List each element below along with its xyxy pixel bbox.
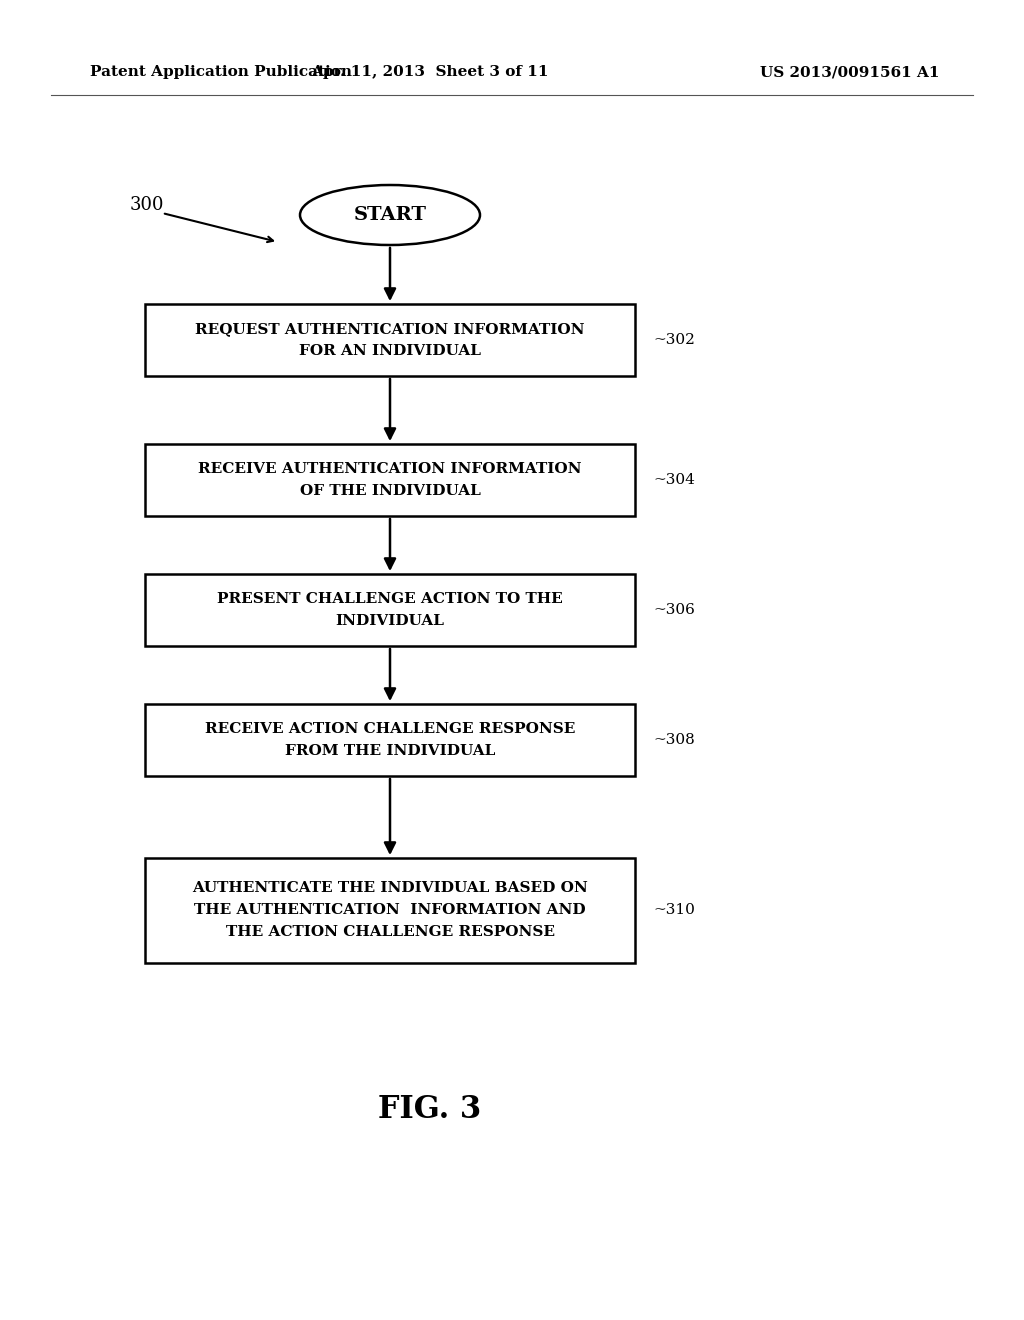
Bar bbox=[145, 704, 635, 776]
Text: US 2013/0091561 A1: US 2013/0091561 A1 bbox=[761, 65, 940, 79]
Text: ~308: ~308 bbox=[653, 733, 694, 747]
Text: Apr. 11, 2013  Sheet 3 of 11: Apr. 11, 2013 Sheet 3 of 11 bbox=[311, 65, 549, 79]
Text: RECEIVE ACTION CHALLENGE RESPONSE: RECEIVE ACTION CHALLENGE RESPONSE bbox=[205, 722, 575, 737]
Text: 300: 300 bbox=[130, 195, 165, 214]
Text: START: START bbox=[353, 206, 427, 224]
Text: FOR AN INDIVIDUAL: FOR AN INDIVIDUAL bbox=[299, 345, 481, 358]
Bar bbox=[145, 304, 635, 376]
Text: ~310: ~310 bbox=[653, 903, 695, 917]
Text: RECEIVE AUTHENTICATION INFORMATION: RECEIVE AUTHENTICATION INFORMATION bbox=[199, 462, 582, 477]
Bar bbox=[145, 574, 635, 645]
Text: OF THE INDIVIDUAL: OF THE INDIVIDUAL bbox=[300, 484, 480, 498]
Bar bbox=[145, 858, 635, 964]
Text: THE ACTION CHALLENGE RESPONSE: THE ACTION CHALLENGE RESPONSE bbox=[225, 925, 555, 939]
Text: INDIVIDUAL: INDIVIDUAL bbox=[336, 614, 444, 628]
Text: REQUEST AUTHENTICATION INFORMATION: REQUEST AUTHENTICATION INFORMATION bbox=[196, 322, 585, 337]
Text: THE AUTHENTICATION  INFORMATION AND: THE AUTHENTICATION INFORMATION AND bbox=[195, 903, 586, 917]
Text: ~306: ~306 bbox=[653, 603, 695, 616]
Text: ~302: ~302 bbox=[653, 333, 695, 347]
Text: FIG. 3: FIG. 3 bbox=[379, 1094, 481, 1126]
Text: AUTHENTICATE THE INDIVIDUAL BASED ON: AUTHENTICATE THE INDIVIDUAL BASED ON bbox=[193, 880, 588, 895]
Text: FROM THE INDIVIDUAL: FROM THE INDIVIDUAL bbox=[285, 744, 496, 758]
Text: ~304: ~304 bbox=[653, 473, 695, 487]
Ellipse shape bbox=[300, 185, 480, 246]
Text: Patent Application Publication: Patent Application Publication bbox=[90, 65, 352, 79]
Bar bbox=[145, 444, 635, 516]
Text: PRESENT CHALLENGE ACTION TO THE: PRESENT CHALLENGE ACTION TO THE bbox=[217, 591, 563, 606]
